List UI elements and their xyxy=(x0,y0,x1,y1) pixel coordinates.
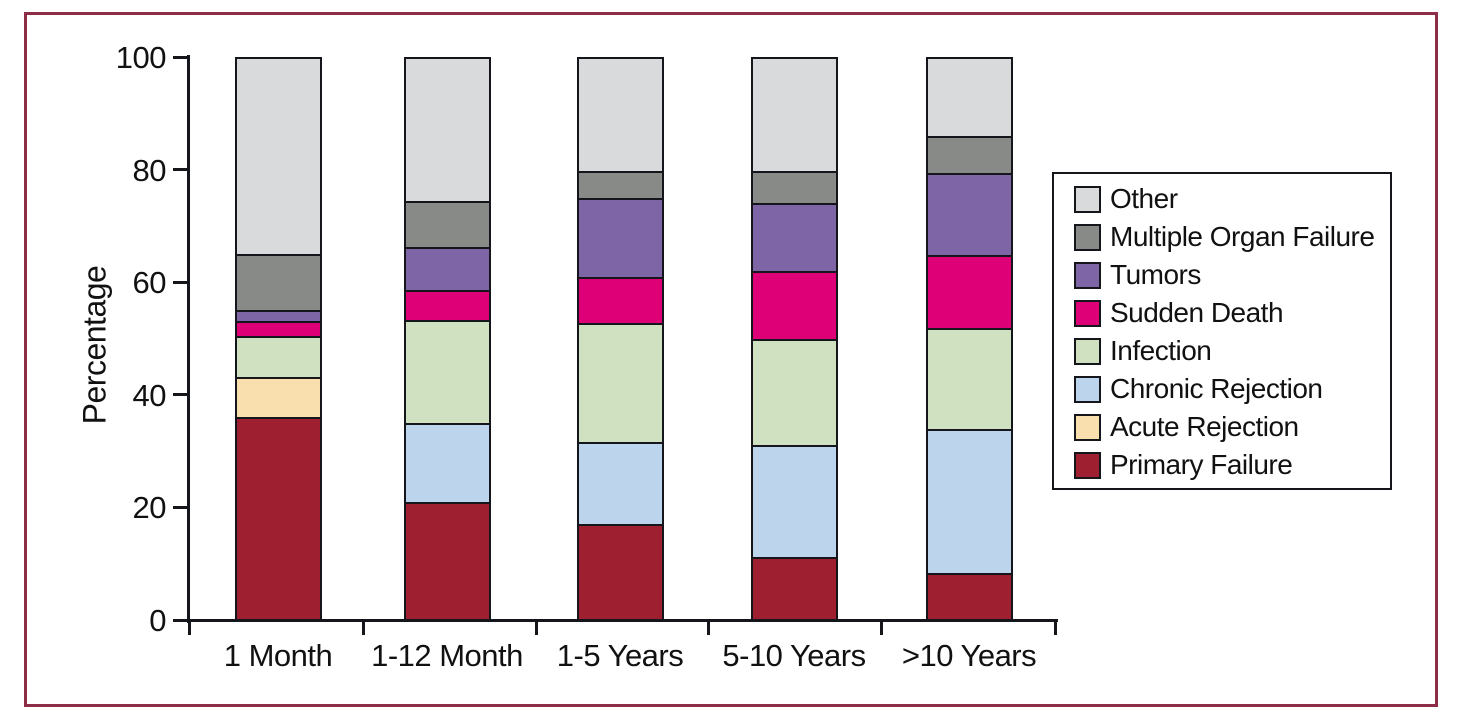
x-tick-mark xyxy=(706,620,710,635)
x-axis-label->10-years: >10 Years xyxy=(901,638,1037,673)
segment-tumors xyxy=(927,175,1011,257)
legend-swatch-multiple-organ-failure xyxy=(1074,223,1101,251)
segment-tumors xyxy=(752,205,836,274)
y-tick-label: 60 xyxy=(132,265,167,301)
legend-item-sudden-death: Sudden Death xyxy=(1074,294,1390,332)
legend-item-chronic-rejection: Chronic Rejection xyxy=(1074,370,1390,408)
legend-swatch-sudden-death xyxy=(1074,299,1101,327)
segment-multiple-organ-failure xyxy=(927,137,1011,176)
legend-swatch-primary-failure xyxy=(1074,451,1101,479)
legend: Other Multiple Organ Failure Tumors Sudden … xyxy=(1052,172,1392,490)
segment-chronic-rejection xyxy=(405,425,489,504)
y-tick-label: 80 xyxy=(132,152,167,188)
segment-other xyxy=(752,59,836,174)
legend-label: Multiple Organ Failure xyxy=(1110,221,1375,252)
legend-label: Primary Failure xyxy=(1110,449,1293,480)
segment-other xyxy=(405,59,489,204)
segment-infection xyxy=(578,324,662,445)
x-tick-mark xyxy=(187,620,191,635)
y-tick-mark xyxy=(173,280,187,284)
segment-sudden-death xyxy=(578,278,662,325)
legend-label: Acute Rejection xyxy=(1110,411,1299,442)
y-tick-mark xyxy=(173,618,187,622)
legend-item-multiple-organ-failure: Multiple Organ Failure xyxy=(1074,218,1390,256)
legend-item-infection: Infection xyxy=(1074,332,1390,370)
x-axis-label-1-12-month: 1-12 Month xyxy=(371,638,523,673)
segment-primary-failure xyxy=(405,503,489,619)
segment-other xyxy=(236,59,320,256)
segment-sudden-death xyxy=(927,256,1011,331)
x-axis-label-5-10-years: 5-10 Years xyxy=(722,638,866,673)
segment-primary-failure xyxy=(752,558,836,620)
segment-primary-failure xyxy=(236,418,320,619)
segment-multiple-organ-failure xyxy=(236,255,320,313)
segment-primary-failure xyxy=(927,575,1011,619)
legend-swatch-chronic-rejection xyxy=(1074,375,1101,403)
legend-items: Other Multiple Organ Failure Tumors Sudden … xyxy=(1074,180,1390,484)
legend-label: Sudden Death xyxy=(1110,297,1284,328)
segment-infection xyxy=(405,321,489,426)
segment-tumors xyxy=(236,312,320,323)
x-axis-label-1-month: 1 Month xyxy=(223,638,333,673)
legend-swatch-other xyxy=(1074,185,1101,213)
segment-other xyxy=(927,59,1011,138)
y-tick-mark xyxy=(173,55,187,59)
segment-primary-failure xyxy=(578,525,662,619)
segment-chronic-rejection xyxy=(752,447,836,559)
x-tick-mark xyxy=(534,620,538,635)
legend-item-primary-failure: Primary Failure xyxy=(1074,446,1390,484)
y-axis-line xyxy=(187,55,190,623)
legend-label: Tumors xyxy=(1110,259,1201,290)
segment-sudden-death xyxy=(236,322,320,339)
segment-tumors xyxy=(578,200,662,279)
x-axis-label-1-5-years: 1-5 Years xyxy=(556,638,684,673)
x-tick-mark xyxy=(1053,620,1057,635)
segment-tumors xyxy=(405,249,489,293)
legend-item-acute-rejection: Acute Rejection xyxy=(1074,408,1390,446)
segment-infection xyxy=(236,338,320,379)
segment-acute-rejection xyxy=(236,378,320,419)
segment-chronic-rejection xyxy=(927,430,1011,576)
x-tick-mark xyxy=(361,620,365,635)
bar-1-5-years xyxy=(576,57,664,621)
legend-item-other: Other xyxy=(1074,180,1390,218)
bar-1-month xyxy=(234,57,322,621)
legend-label: Other xyxy=(1110,183,1178,214)
y-tick-mark xyxy=(173,168,187,172)
legend-swatch-infection xyxy=(1074,337,1101,365)
legend-item-tumors: Tumors xyxy=(1074,256,1390,294)
segment-multiple-organ-failure xyxy=(578,173,662,200)
legend-swatch-tumors xyxy=(1074,261,1101,289)
bar-1-12-month xyxy=(403,57,491,621)
bar-5-10-years xyxy=(750,57,838,621)
x-tick-mark xyxy=(879,620,883,635)
segment-sudden-death xyxy=(405,292,489,322)
segment-sudden-death xyxy=(752,273,836,342)
segment-other xyxy=(578,59,662,174)
y-tick-label: 40 xyxy=(132,377,167,413)
bar->10-years xyxy=(925,57,1013,621)
legend-swatch-acute-rejection xyxy=(1074,413,1101,441)
segment-multiple-organ-failure xyxy=(752,173,836,206)
legend-label: Chronic Rejection xyxy=(1110,373,1323,404)
y-tick-label: 100 xyxy=(115,40,167,75)
segment-multiple-organ-failure xyxy=(405,203,489,250)
segment-infection xyxy=(927,330,1011,431)
figure-border xyxy=(24,12,1438,707)
segment-infection xyxy=(752,341,836,448)
segment-chronic-rejection xyxy=(578,444,662,526)
legend-label: Infection xyxy=(1110,335,1212,366)
y-tick-label: 20 xyxy=(132,490,167,526)
y-tick-mark xyxy=(173,505,187,509)
y-tick-label: 0 xyxy=(149,603,166,638)
y-tick-mark xyxy=(173,393,187,397)
